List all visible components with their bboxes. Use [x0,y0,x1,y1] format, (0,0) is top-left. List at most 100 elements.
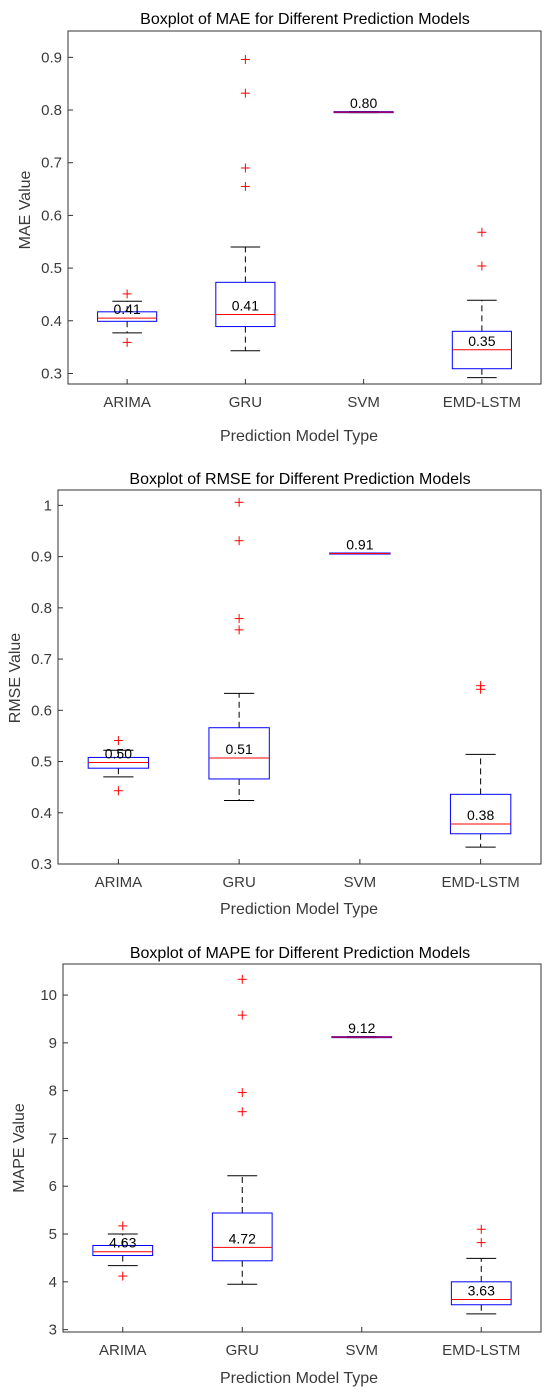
mae-x-axis-label: Prediction Model Type [220,428,378,445]
rmse-y-tick-label: 0.9 [31,549,52,566]
rmse-y-tick-label: 0.3 [31,856,52,873]
interquartile-box [97,311,158,322]
rmse-box-arima: 0.50 [87,736,150,796]
median-value-label: 9.12 [348,1020,375,1036]
mae-box-arima: 0.41 [97,289,158,347]
mae-x-tick-label: EMD-LSTM [443,394,521,411]
mape-x-tick-label: SVM [345,1342,378,1359]
mape-y-tick-label: 3 [49,1322,57,1339]
rmse-y-tick-label: 0.4 [31,805,52,822]
outlier-marker [234,625,244,635]
mae-x-tick-label: ARIMA [103,394,151,411]
outlier-marker [234,536,244,546]
median-value-label: 3.63 [468,1283,495,1299]
mae-y-tick-label: 0.7 [41,155,62,172]
outlier-marker [118,1271,128,1281]
rmse-x-axis-label: Prediction Model Type [220,901,378,918]
rmse-box-svm: 0.91 [329,537,391,555]
mape-y-tick-label: 8 [49,1083,57,1100]
median-value-label: 0.80 [350,95,377,111]
mape-y-axis-ticks: 3 4 5 6 7 8 9 10 [40,987,68,1339]
outlier-marker [118,1221,128,1231]
mape-boxes: 4.63 4.72 9.12 3.63 [92,974,512,1315]
mae-y-axis-label: MAE Value [17,170,34,249]
outlier-marker [234,497,244,507]
mae-boxes: 0.41 0.41 0.80 0.35 [97,54,512,379]
outlier-marker [122,289,132,299]
outlier-marker [234,614,244,624]
mape-box-arima: 4.63 [92,1221,154,1281]
outlier-marker [237,1107,247,1117]
mae-y-tick-label: 0.8 [41,102,62,119]
interquartile-box [92,1244,154,1257]
mae-box-emd-lstm: 0.35 [451,227,512,379]
outlier-marker [477,227,487,237]
mae-box-gru: 0.41 [215,54,276,352]
outlier-marker [476,1238,486,1248]
interquartile-box [208,727,270,780]
mae-chart-title: Boxplot of MAE for Different Prediction … [140,11,470,28]
mae-x-tick-label: SVM [347,394,380,411]
mape-y-tick-label: 10 [40,987,57,1004]
rmse-x-axis-ticks: ARIMA GRU SVM EMD-LSTM [95,859,520,891]
rmse-y-tick-label: 1 [44,497,52,514]
outlier-marker [240,181,250,191]
rmse-y-tick-label: 0.8 [31,600,52,617]
rmse-x-tick-label: GRU [222,874,255,891]
mape-y-tick-label: 4 [49,1274,57,1291]
outlier-marker [476,681,486,691]
mape-x-tick-label: ARIMA [99,1342,147,1359]
median-value-label: 0.91 [346,537,373,553]
mae-x-axis-ticks: ARIMA GRU SVM EMD-LSTM [103,379,521,411]
rmse-y-tick-label: 0.7 [31,651,52,668]
median-value-label: 0.50 [105,746,132,762]
mae-y-tick-label: 0.4 [41,313,62,330]
outlier-marker [240,163,250,173]
mape-x-axis-label: Prediction Model Type [220,1370,378,1387]
outlier-marker [240,88,250,98]
rmse-box-emd-lstm: 0.38 [449,681,512,848]
interquartile-box [211,1212,273,1262]
outlier-marker [113,736,123,746]
mae-plot-frame [67,30,542,385]
median-value-label: 0.38 [467,807,494,823]
rmse-y-tick-label: 0.6 [31,702,52,719]
rmse-box-gru: 0.51 [208,497,270,801]
outlier-marker [476,1224,486,1234]
mape-box-emd-lstm: 3.63 [450,1224,512,1315]
median-value-label: 0.51 [226,741,253,757]
median-value-label: 4.72 [229,1230,256,1246]
mape-box-gru: 4.72 [211,974,273,1285]
mae-y-tick-label: 0.6 [41,207,62,224]
rmse-x-tick-label: EMD-LSTM [441,874,519,891]
outlier-marker [237,974,247,984]
rmse-x-tick-label: SVM [344,874,377,891]
rmse-boxes: 0.50 0.51 0.91 0.38 [87,497,512,848]
median-value-label: 0.41 [232,297,259,313]
interquartile-box [450,1281,512,1306]
median-value-label: 4.63 [109,1235,136,1251]
rmse-x-tick-label: ARIMA [95,874,143,891]
mape-y-tick-label: 9 [49,1035,57,1052]
median-value-label: 0.41 [114,301,141,317]
outlier-marker [122,337,132,347]
rmse-y-axis-label: RMSE Value [7,633,24,724]
mape-x-tick-label: EMD-LSTM [442,1342,520,1359]
median-value-label: 0.35 [468,333,495,349]
mape-boxplot-panel: Boxplot of MAPE for Different Prediction… [11,945,542,1387]
mape-y-axis-label: MAPE Value [11,1103,28,1193]
interquartile-box [215,281,276,328]
mae-y-axis-ticks: 0.3 0.4 0.5 0.6 0.7 0.8 0.9 [41,49,73,382]
mae-y-tick-label: 0.5 [41,260,62,277]
outlier-marker [113,786,123,796]
outlier-marker [477,261,487,271]
mape-y-tick-label: 7 [49,1130,57,1147]
mape-x-axis-ticks: ARIMA GRU SVM EMD-LSTM [99,1327,520,1359]
mape-x-tick-label: GRU [226,1342,259,1359]
rmse-plot-frame [57,489,542,865]
mae-box-svm: 0.80 [333,95,394,114]
rmse-chart-title: Boxplot of RMSE for Different Prediction… [129,471,470,488]
mape-y-tick-label: 5 [49,1226,57,1243]
